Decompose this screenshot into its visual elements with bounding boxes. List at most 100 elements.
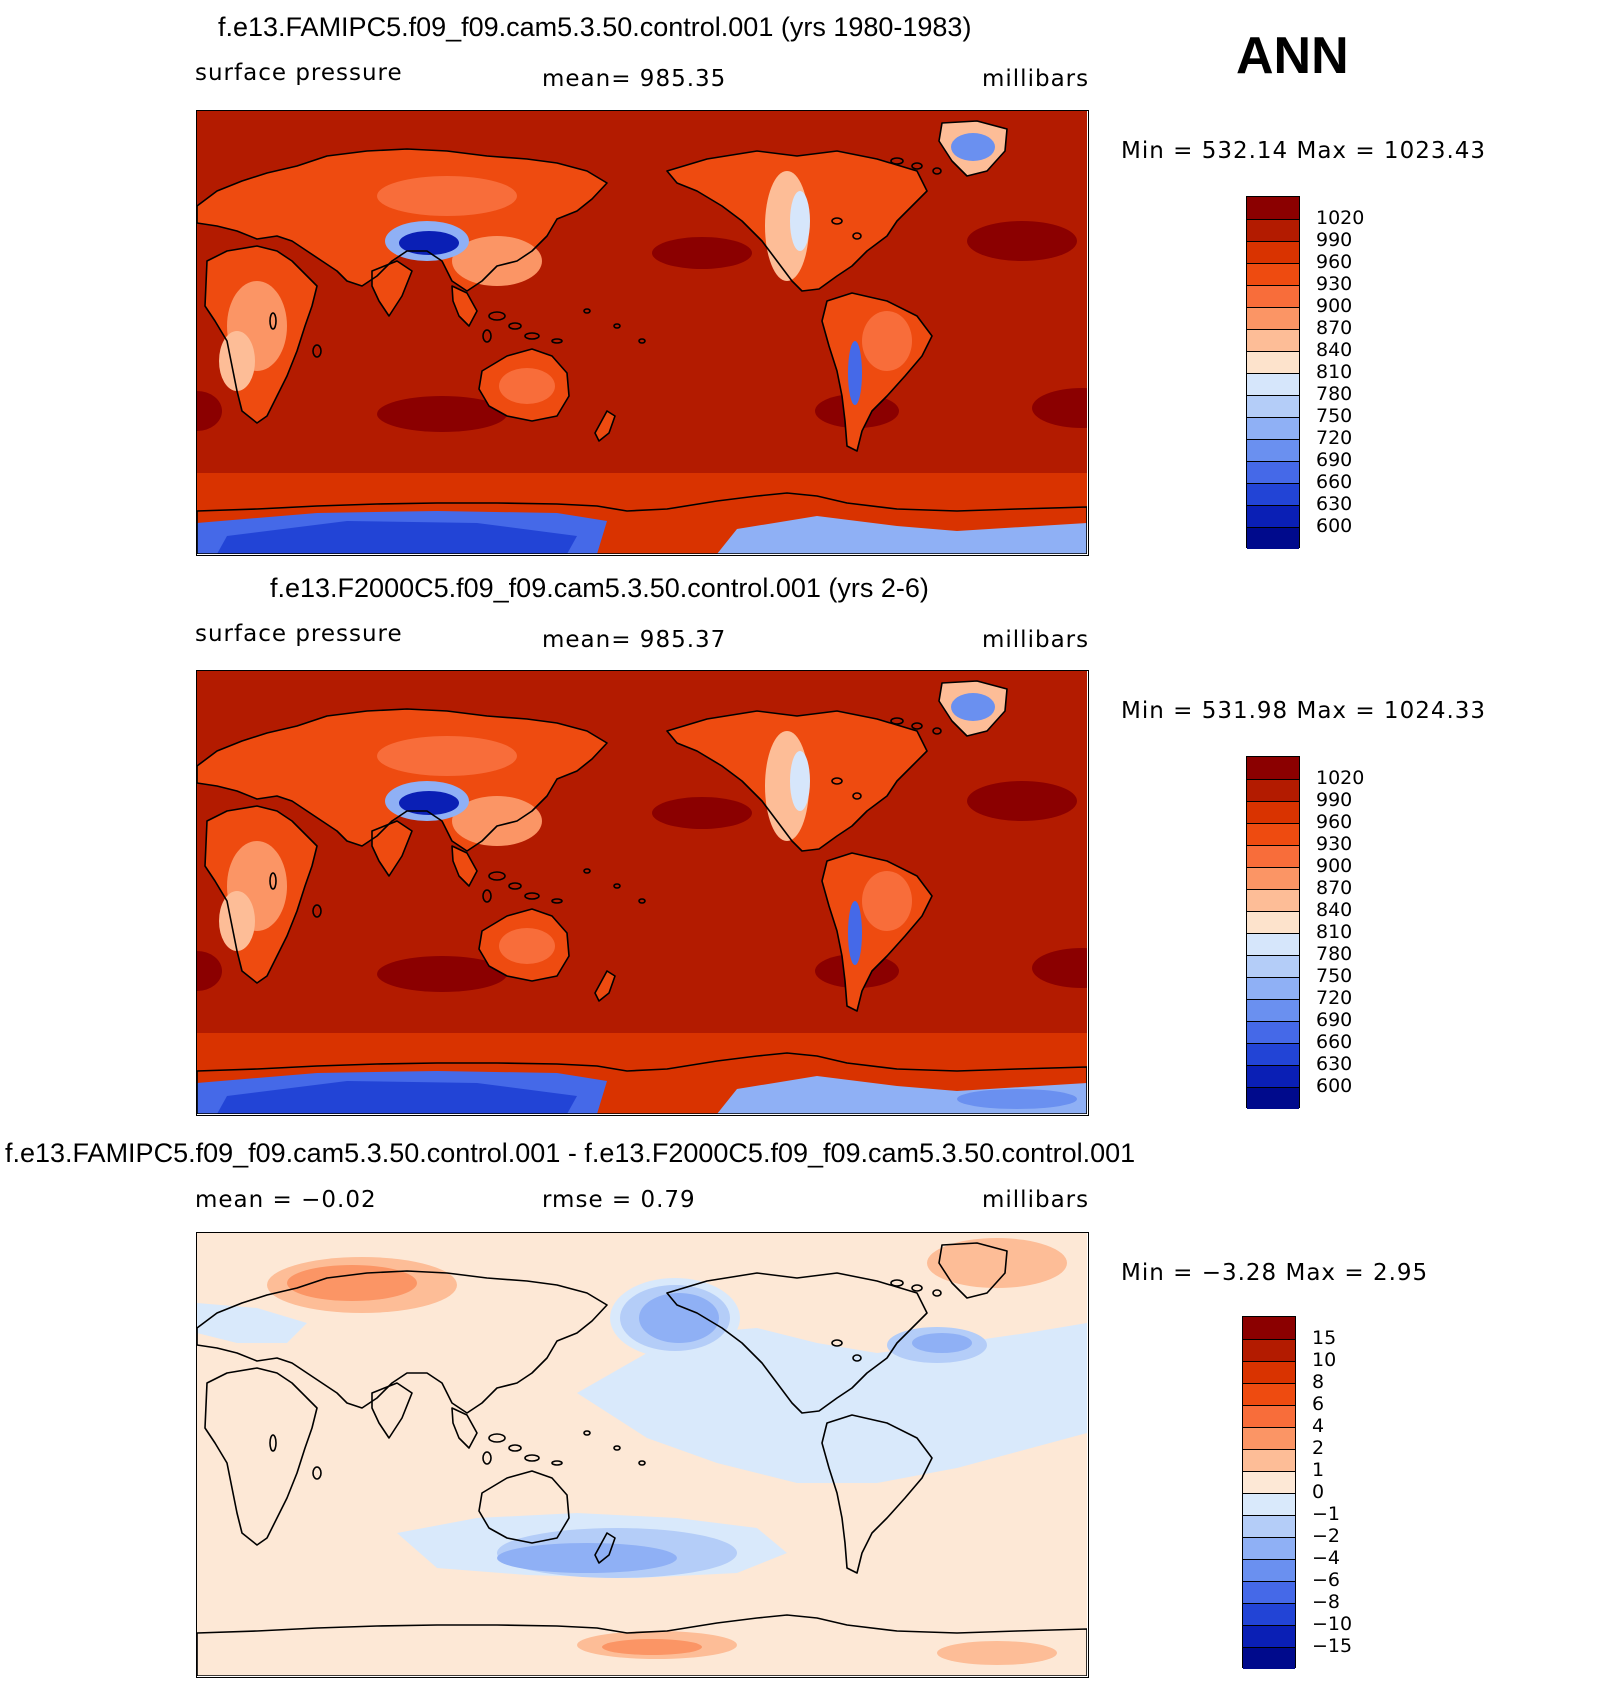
colorbar-swatch [1243, 1449, 1295, 1471]
colorbar-swatch [1247, 417, 1299, 439]
coastline-antarctica [197, 492, 1087, 554]
colorbar-swatch [1247, 461, 1299, 483]
coastline-india [371, 1382, 413, 1439]
coastline-greenland [938, 120, 1008, 177]
colorbar-swatch [1243, 1405, 1295, 1427]
coastline-island [269, 312, 277, 330]
colorbar-tick-label: 960 [1316, 811, 1353, 833]
elevated-terrain [452, 796, 542, 846]
colorbar-swatch [1247, 197, 1299, 219]
negative-region-north-pacific [577, 1323, 1087, 1483]
positive-core-antarctica [602, 1639, 702, 1655]
colorbar-swatch [1247, 1021, 1299, 1043]
colorbar-swatch [1247, 1043, 1299, 1065]
colorbar-swatch [1243, 1383, 1295, 1405]
colorbar-tick-label: 840 [1316, 899, 1353, 921]
colorbar-tick-label: −1 [1312, 1503, 1341, 1525]
coastline-island [524, 1454, 540, 1462]
colorbar-swatch [1243, 1361, 1295, 1383]
elevated-terrain [377, 736, 517, 776]
coastline-island [488, 871, 506, 881]
colorbar-tick-label: 810 [1316, 361, 1353, 383]
colorbar-tick-label: 840 [1316, 339, 1353, 361]
west-antarctica-ridge [957, 1089, 1077, 1109]
coastline-australia [478, 1470, 570, 1544]
colorbar-tick-label: 900 [1316, 855, 1353, 877]
coastline-australia [478, 348, 570, 422]
elevated-terrain [862, 871, 912, 931]
colorbar-tick-label: −6 [1312, 1569, 1341, 1591]
negative-core-atlantic [912, 1333, 972, 1353]
high-pressure-cell [967, 221, 1077, 261]
land-india [372, 821, 412, 876]
coastline-island [932, 727, 942, 735]
coastline-island [852, 232, 862, 240]
colorbar-box [1246, 196, 1300, 549]
colorbar-tick-label: 690 [1316, 449, 1353, 471]
high-pressure-cell [967, 781, 1077, 821]
coastline-island [911, 162, 923, 170]
colorbar-tick-label: 810 [1316, 921, 1353, 943]
panel-2-map [196, 670, 1089, 1116]
colorbar-swatch [1247, 779, 1299, 801]
colorbar-box [1242, 1316, 1296, 1669]
coastline-island [613, 323, 621, 329]
colorbar-tick-label: 6 [1312, 1393, 1325, 1415]
coastline-namerica [666, 1272, 928, 1414]
colorbar-tick-label: 660 [1316, 1031, 1353, 1053]
elevated-terrain [499, 928, 555, 964]
land-seasia [452, 286, 477, 326]
colorbar-tick-label: 870 [1316, 317, 1353, 339]
colorbar-swatch [1243, 1537, 1295, 1559]
colorbar-tick-label: −15 [1312, 1635, 1353, 1657]
coastline-africa [204, 245, 318, 424]
greenland-ice [951, 133, 995, 161]
panel-3-map-svg [197, 1233, 1087, 1676]
diff-layer [197, 1233, 1087, 1676]
elevated-terrain [219, 331, 255, 391]
coastline-australia [478, 908, 570, 982]
panel-1-minmax: Min = 532.14 Max = 1023.43 [1121, 138, 1487, 164]
colorbar-tick-label: 720 [1316, 427, 1353, 449]
panel-2-units: millibars [982, 627, 1090, 653]
colorbar-tick-label: 780 [1316, 383, 1353, 405]
east-antarctica-dome [217, 521, 577, 554]
colorbar-swatch [1247, 329, 1299, 351]
colorbar-tick-label: 8 [1312, 1371, 1325, 1393]
coastline-greenland [938, 1242, 1008, 1299]
colorbar-tick-label: 630 [1316, 493, 1353, 515]
colorbar-swatch [1247, 219, 1299, 241]
colorbar-tick-label: 1 [1312, 1459, 1325, 1481]
panel-3-map [196, 1232, 1089, 1678]
colorbar-swatch [1243, 1427, 1295, 1449]
colorbar-tick-label: 0 [1312, 1481, 1325, 1503]
colorbar-swatch [1247, 1087, 1299, 1109]
coastline-island [911, 722, 923, 730]
coastline-island [911, 1284, 923, 1292]
coastline-island [831, 217, 843, 225]
colorbar-tick-label: 870 [1316, 877, 1353, 899]
panel-2-minmax: Min = 531.98 Max = 1024.33 [1121, 698, 1487, 724]
coastline-island [508, 882, 522, 890]
colorbar-tick-label: 600 [1316, 1075, 1353, 1097]
colorbar-tick-label: 720 [1316, 987, 1353, 1009]
colorbar-swatch [1243, 1317, 1295, 1339]
positive-core-siberia [287, 1265, 417, 1301]
land-seasia [452, 846, 477, 886]
elevated-terrain [219, 891, 255, 951]
colorbar-box [1246, 756, 1300, 1109]
high-pressure-cell [377, 956, 507, 992]
coastline-seasia [451, 845, 478, 887]
colorbar-tick-label: 1020 [1316, 767, 1365, 789]
high-pressure-cell [1032, 948, 1087, 988]
colorbar-swatch [1243, 1559, 1295, 1581]
coastline-nz [594, 1532, 616, 1564]
coastline-island [890, 157, 904, 165]
coastline-island [269, 1434, 277, 1452]
coastline-samerica [821, 852, 933, 1012]
coastline-island [312, 904, 322, 918]
colorbar-swatch [1247, 351, 1299, 373]
colorbar-swatch [1247, 845, 1299, 867]
coastline-seasia [451, 285, 478, 327]
colorbar-tick-label: 990 [1316, 229, 1353, 251]
